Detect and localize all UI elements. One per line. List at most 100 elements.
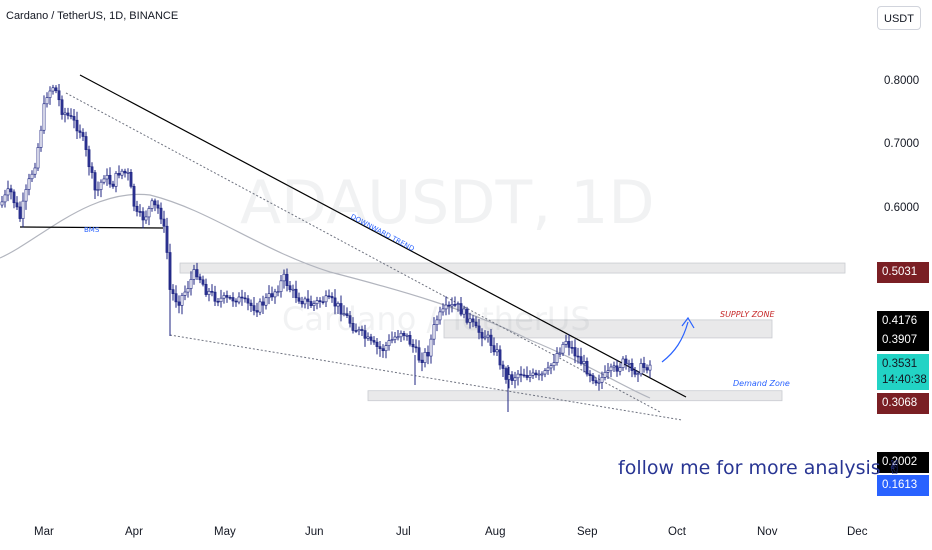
candle [423, 348, 427, 368]
candle [294, 280, 298, 303]
candle [75, 111, 79, 139]
candle [84, 131, 88, 157]
candle [558, 347, 562, 358]
candle [153, 198, 157, 212]
demand-zone-label: Demand Zone [733, 379, 790, 388]
time-label-jul: Jul [396, 526, 411, 538]
candle [243, 292, 247, 303]
countdown-label: 14:40:38 [882, 374, 927, 386]
price-badge-02002: 0.2002 [877, 452, 929, 473]
candle [306, 290, 310, 310]
candle [345, 307, 349, 319]
candle [174, 285, 178, 308]
candle [27, 173, 31, 196]
currency-selector[interactable]: USDT [877, 6, 921, 30]
candle [297, 292, 301, 304]
candle [105, 168, 109, 186]
candle [186, 281, 190, 298]
candle [573, 339, 577, 364]
time-label-jun: Jun [305, 526, 324, 538]
candle [399, 330, 403, 342]
time-label-mar: Mar [34, 526, 54, 538]
candle [237, 292, 241, 305]
candle [627, 359, 631, 373]
candle [429, 334, 433, 364]
candle [222, 292, 226, 304]
candle [45, 92, 49, 108]
candle [333, 289, 337, 315]
candle [603, 365, 607, 381]
candle [282, 269, 286, 289]
candle [309, 295, 313, 309]
candle [312, 300, 316, 312]
candle [90, 162, 94, 179]
candle [216, 298, 220, 307]
candle [255, 302, 259, 318]
candle [534, 369, 538, 378]
current-price-badge: 0.3531 14:40:38 [877, 354, 929, 390]
candle [369, 333, 373, 345]
candle [543, 368, 547, 378]
supply-zone [443, 319, 773, 339]
candle [342, 305, 346, 317]
candle [474, 316, 478, 329]
supply-zone-label: SUPPLY ZONE [720, 310, 775, 319]
candle [120, 168, 124, 180]
candle [489, 329, 493, 353]
candle [444, 296, 448, 316]
candle [144, 210, 148, 224]
candle [357, 326, 361, 336]
candle [246, 295, 250, 311]
candle [396, 329, 400, 341]
candle [519, 366, 523, 383]
time-label-may: May [214, 526, 236, 538]
candle [240, 289, 244, 306]
price-badge-0503: 0.5031 [877, 262, 929, 283]
candle [408, 331, 412, 347]
candle [339, 295, 343, 322]
candle [420, 352, 424, 372]
candle [624, 355, 628, 370]
candle [147, 205, 151, 226]
candle [159, 202, 163, 225]
candle [456, 301, 460, 312]
candle [615, 359, 619, 377]
candle [213, 285, 217, 307]
candle [51, 84, 55, 95]
candle [435, 315, 439, 332]
candle [360, 325, 364, 337]
time-label-aug: Aug [485, 526, 506, 538]
candle [36, 143, 40, 172]
channel-upper-dotted [65, 92, 661, 413]
candle [18, 201, 22, 222]
candle [600, 371, 604, 389]
candle [165, 217, 169, 260]
candle [0, 195, 4, 208]
projection-arrow [661, 321, 689, 363]
candle [132, 183, 136, 212]
candle [393, 332, 397, 344]
resistance-zone-0503 [179, 262, 846, 274]
candle [78, 124, 82, 139]
candle [645, 364, 649, 374]
price-badge-03907: 0.3907 [877, 330, 929, 351]
candle [516, 370, 520, 386]
candle [438, 306, 442, 325]
candle [390, 331, 394, 344]
candle [582, 354, 586, 373]
candle [21, 192, 25, 228]
candle [471, 315, 475, 328]
candle [330, 292, 334, 303]
candle [486, 330, 490, 343]
candle [177, 295, 181, 314]
candle [96, 181, 100, 197]
candle [606, 363, 610, 380]
candle [585, 357, 589, 377]
candle [426, 345, 430, 365]
candle [252, 296, 256, 316]
candle [156, 200, 160, 214]
candle [411, 339, 415, 353]
candle [183, 285, 187, 301]
candle [129, 169, 133, 189]
